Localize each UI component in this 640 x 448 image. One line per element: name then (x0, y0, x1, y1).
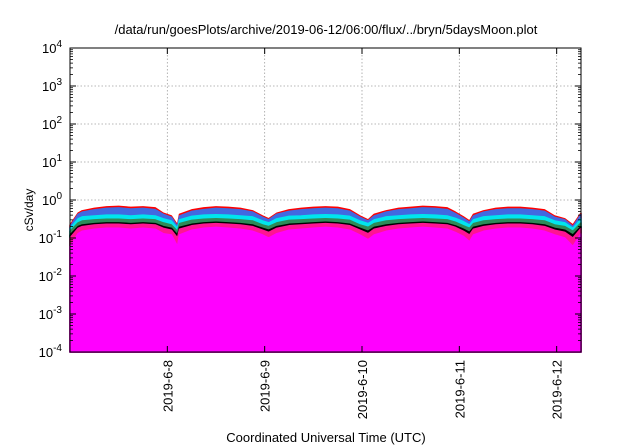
y-tick-label: 10-2 (39, 267, 63, 284)
y-tick-label: 102 (42, 115, 62, 132)
chart-title: /data/run/goesPlots/archive/2019-06-12/0… (115, 22, 538, 37)
y-tick-label: 103 (42, 77, 62, 94)
y-tick-label: 10-4 (39, 343, 63, 360)
x-tick-labels: 2019-6-8 2019-6-9 2019-6-10 2019-6-11 2019-6… (160, 360, 564, 419)
series-area (69, 226, 582, 353)
x-axis-label: Coordinated Universal Time (UTC) (226, 430, 425, 445)
x-tick-label: 2019-6-9 (258, 360, 273, 412)
y-tick-labels: 10-4 10-3 10-2 10-1 100 101 102 103 104 (39, 39, 63, 360)
y-tick-label: 101 (42, 153, 62, 170)
x-tick-label: 2019-6-11 (452, 360, 467, 418)
y-tick-label: 104 (42, 39, 62, 56)
x-tick-label: 2019-6-10 (355, 360, 370, 419)
y-tick-label: 10-1 (39, 229, 63, 246)
x-tick-label: 2019-6-8 (160, 360, 175, 412)
x-tick-label: 2019-6-12 (550, 360, 565, 419)
y-axis-label: cSv/day (22, 189, 36, 232)
axis-ticks (70, 47, 581, 353)
data-layer (69, 205, 582, 353)
y-tick-label: 100 (42, 191, 62, 208)
y-tick-label: 10-3 (39, 305, 63, 322)
